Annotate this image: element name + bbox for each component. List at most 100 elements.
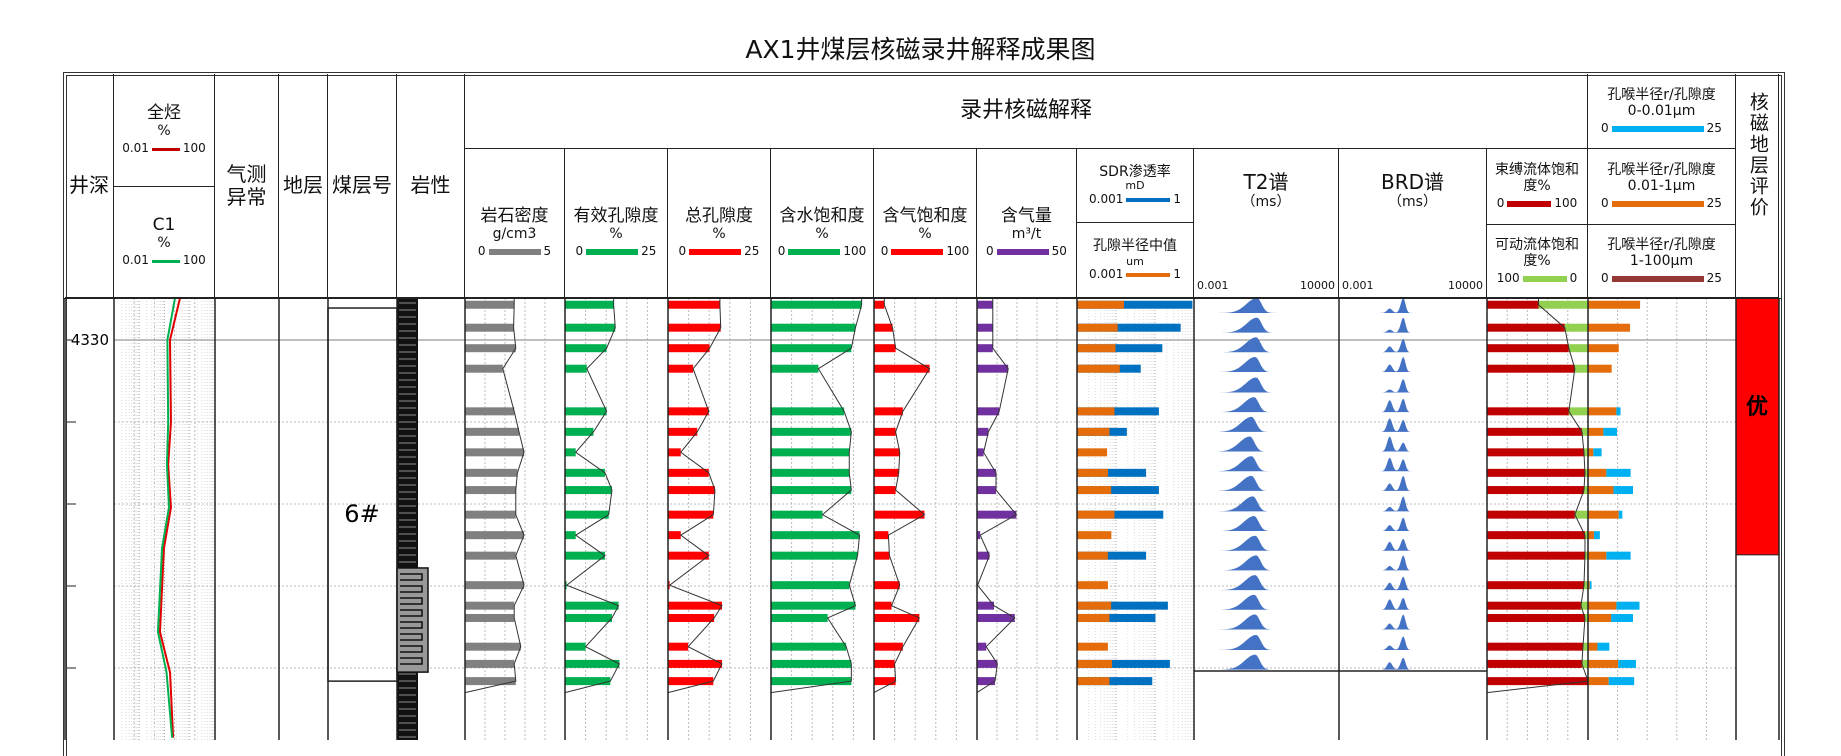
sw-bar — [771, 581, 850, 590]
t2-spectrum — [1219, 356, 1329, 372]
tot-por-bar — [668, 427, 698, 436]
pore-throat-0-0.01-bar — [1616, 601, 1640, 610]
pore-median-bar — [1077, 551, 1108, 560]
sg-bar — [874, 344, 896, 353]
gas-content-bar — [977, 468, 996, 477]
header-pore-throat-2: 孔喉半径r/孔隙度 0.01-1μm 0 25 — [1588, 149, 1736, 225]
pore-median-bar — [1077, 300, 1124, 309]
pore-throat-0-0.01-bar — [1603, 427, 1618, 436]
track-range: 1-100μm — [1629, 252, 1694, 269]
gas-content-curve — [976, 298, 1018, 694]
track-unit: % — [815, 226, 829, 243]
track-legend: 0 50 — [986, 245, 1067, 259]
sw-bar — [771, 510, 823, 519]
gas-content-bar — [977, 659, 998, 668]
track-unit: g/cm3 — [492, 226, 537, 243]
total-hc-curve — [158, 298, 181, 738]
lithology-insert — [396, 567, 429, 673]
legend-min: 0.01 — [122, 141, 149, 156]
legend-max: 25 — [1706, 120, 1722, 135]
pore-throat-0-0.01-bar — [1616, 407, 1621, 416]
tot-por-bar — [668, 344, 710, 353]
pore-median-bar — [1077, 323, 1118, 332]
sg-bar — [874, 364, 930, 373]
sg-bar — [874, 323, 893, 332]
pore-throat-0.01-1-bar — [1588, 300, 1641, 309]
pore-throat-0.01-1-bar — [1588, 407, 1617, 416]
sdr-bar — [1077, 677, 1153, 686]
movable-fluid-bar — [1584, 551, 1588, 560]
legend-line — [1507, 201, 1552, 208]
t2-spectrum — [1219, 555, 1329, 571]
eff-por-bar — [565, 323, 616, 332]
track-name: 可动流体饱和度% — [1495, 236, 1579, 269]
bound-fluid-bar — [1487, 531, 1585, 540]
legend-min: 0 — [1601, 196, 1609, 211]
header-c1: C1 % 0.01 100 — [114, 187, 215, 298]
evaluation-block — [1735, 298, 1780, 556]
t2-spectrum — [1219, 317, 1329, 333]
eff-por-bar — [565, 510, 609, 519]
sdr-bar — [1077, 601, 1168, 610]
pore-median-bar — [1077, 344, 1116, 353]
total-hc-unit: % — [157, 123, 171, 140]
pore-median-bar — [1077, 407, 1115, 416]
gas-content-bar — [977, 551, 990, 560]
density-bar — [465, 468, 518, 477]
tot-por-curve — [667, 298, 723, 694]
header-sdr: SDR渗透率 mD 0.001 1 — [1077, 149, 1194, 223]
track-legend: 0 25 — [1601, 271, 1722, 286]
legend-line — [1522, 275, 1567, 282]
brd-spectrum — [1364, 317, 1477, 333]
track-name: 含水饱和度 — [779, 205, 865, 226]
gas-content-bar — [977, 486, 996, 495]
brd-spectrum — [1364, 298, 1477, 313]
lithology-pattern — [400, 633, 423, 641]
brd-spectrum — [1364, 418, 1477, 432]
sg-bar — [874, 510, 925, 519]
pore-throat-0.01-1-bar — [1588, 486, 1614, 495]
t2-spectrum — [1219, 337, 1329, 353]
track-name: 总孔隙度 — [685, 205, 753, 226]
sw-bar — [771, 531, 860, 540]
header-sw: 含水饱和度 % 0 100 — [771, 149, 874, 298]
tot-por-bar — [668, 448, 681, 457]
sdr-bar — [1077, 407, 1159, 416]
track-name: 孔隙半径中值 — [1093, 237, 1177, 254]
track-legend: 0 100 — [881, 245, 970, 259]
t2-spectrum — [1219, 436, 1329, 452]
legend-min: 0 — [777, 244, 786, 259]
sdr-bar — [1077, 344, 1163, 353]
track-name: 含气量 — [1001, 205, 1052, 226]
c1-legend: 0.01 100 — [122, 254, 206, 268]
sw-bar — [771, 364, 819, 373]
legend-min: 0 — [880, 244, 889, 259]
movable-fluid-bar — [1564, 323, 1588, 332]
bound-fluid-bar — [1487, 659, 1582, 668]
track-name: 孔喉半径r/孔隙度 — [1607, 86, 1716, 103]
legend-max: 25 — [744, 244, 760, 259]
t2-spectrum — [1219, 416, 1329, 432]
t2-spectrum — [1219, 456, 1329, 472]
track-name: T2谱 — [1243, 170, 1289, 194]
density-bar — [465, 344, 516, 353]
t2-spectrum — [1219, 634, 1329, 650]
track-name: 含气饱和度 — [882, 205, 968, 226]
legend-max: 100 — [843, 244, 867, 259]
pore-throat-0-0.01-bar — [1618, 510, 1623, 519]
pore-throat-0.01-1-bar — [1588, 344, 1619, 353]
track-name: 束缚流体饱和度% — [1495, 162, 1579, 195]
t2-spectrum — [1219, 654, 1329, 670]
bound-fluid-bar — [1487, 448, 1584, 457]
legend-max: 25 — [641, 244, 657, 259]
bound-fluid-curve — [1486, 298, 1589, 694]
density-bar — [465, 427, 519, 436]
sw-bar — [771, 551, 858, 560]
sg-bar — [874, 601, 892, 610]
bound-fluid-bar — [1487, 613, 1585, 622]
gas-content-bar — [977, 613, 1015, 622]
gas-content-bar — [977, 510, 1017, 519]
brd-spectrum — [1364, 517, 1477, 532]
axis-min: 0.001 — [1197, 279, 1229, 293]
